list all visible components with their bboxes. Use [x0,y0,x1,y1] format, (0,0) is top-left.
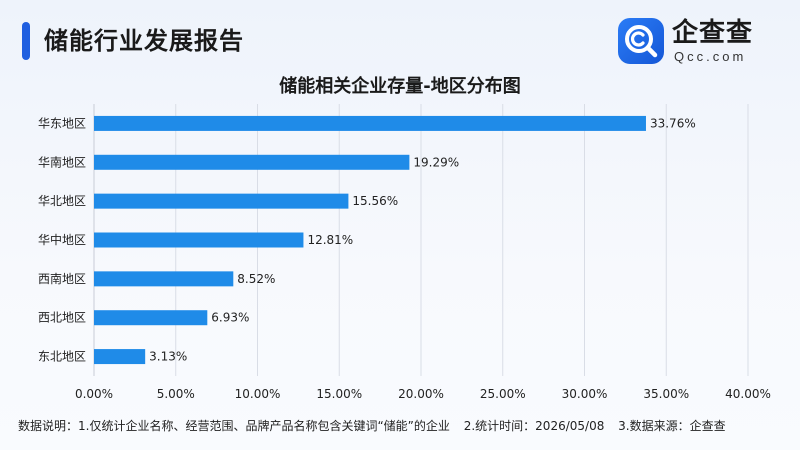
category-label: 东北地区 [38,350,86,364]
footnote-item-date: 2.统计时间：2026/05/08 [463,419,605,433]
footnote-item-scope: 数据说明：1.仅统计企业名称、经营范围、品牌产品名称包含关键词“储能”的企业 [18,419,450,433]
value-label: 33.76% [650,116,696,130]
x-tick-label: 10.00% [235,387,281,401]
footnote: 数据说明：1.仅统计企业名称、经营范围、品牌产品名称包含关键词“储能”的企业 2… [18,418,736,434]
bar [94,193,349,209]
category-label: 华东地区 [38,116,86,130]
magnifier-c-logo-icon [618,18,664,64]
x-tick-label: 20.00% [398,387,444,401]
x-tick-label: 15.00% [316,387,362,401]
page-title: 储能行业发展报告 [44,27,244,55]
bar [94,349,146,365]
x-tick-label: 30.00% [562,387,608,401]
x-tick-label: 0.00% [75,387,113,401]
bar [94,115,646,131]
value-label: 6.93% [211,311,249,325]
brand-logo: 企查查 Qcc.com [618,18,782,66]
value-label: 12.81% [307,233,353,247]
value-label: 19.29% [413,155,459,169]
header-accent-bar [22,22,30,60]
x-tick-label: 40.00% [725,387,771,401]
value-label: 3.13% [149,350,187,364]
bar [94,154,410,170]
chart-title: 储能相关企业存量-地区分布图 [279,76,521,97]
value-label: 8.52% [237,272,275,286]
x-tick-label: 25.00% [480,387,526,401]
value-label: 15.56% [352,194,398,208]
x-tick-label: 5.00% [157,387,195,401]
category-label: 西南地区 [38,271,86,286]
brand-domain: Qcc.com [674,49,747,64]
category-label: 华中地区 [38,232,86,247]
category-label: 华南地区 [38,154,86,169]
category-label: 华北地区 [38,194,86,208]
footnote-item-source: 3.数据来源：企查查 [618,419,726,433]
bar [94,310,208,326]
category-label: 西北地区 [38,311,86,325]
bar [94,232,304,248]
brand-name: 企查查 [672,18,754,48]
x-tick-label: 35.00% [643,387,689,401]
bar [94,271,234,287]
